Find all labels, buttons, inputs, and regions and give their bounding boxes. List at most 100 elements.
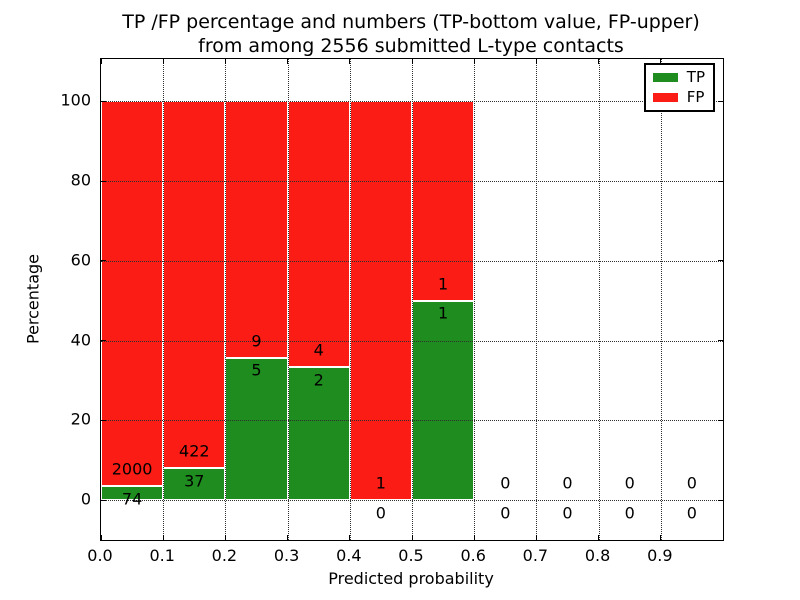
x-tick-top [162, 59, 164, 64]
x-tick-top [349, 59, 351, 64]
vertical-gridline [474, 59, 476, 540]
vertical-gridline [660, 59, 662, 540]
y-tick-right [718, 499, 723, 501]
fp-count-label: 0 [500, 473, 511, 493]
vertical-gridline [412, 59, 413, 540]
y-tick-label: 0 [80, 489, 91, 509]
x-tick-top [660, 59, 662, 64]
tp-bar-segment [101, 485, 164, 501]
tp-bar-segment [412, 300, 475, 501]
fp-count-label: 2000 [111, 459, 153, 479]
fp-bar-segment [163, 101, 226, 468]
tp-count-label: 37 [184, 471, 205, 491]
tp-count-label: 0 [500, 503, 511, 523]
x-tick-labels: 0.0 0.1 0.2 0.3 0.4 0.5 0.6 0.7 0.8 0.9 [87, 546, 722, 566]
x-tick-top [224, 59, 226, 64]
x-tick-bottom [100, 535, 102, 540]
y-tick-left [101, 180, 106, 182]
x-tick-label: 0.0 [87, 546, 113, 565]
y-tick-right [718, 260, 723, 262]
x-tick-label: 0.2 [211, 546, 238, 565]
tp-count-label: 0 [624, 503, 635, 523]
y-tick-label: 40 [70, 330, 91, 350]
y-tick-right [718, 180, 723, 182]
x-tick-label: 0.4 [336, 546, 362, 565]
x-tick-top [100, 59, 102, 64]
y-tick-right [718, 100, 723, 102]
tp-count-label: 1 [438, 303, 449, 323]
fp-legend-swatch [652, 93, 678, 102]
x-tick-bottom [349, 535, 351, 540]
y-tick-label: 80 [70, 170, 91, 190]
x-tick-bottom [162, 535, 164, 540]
legend: TP FP [643, 63, 715, 112]
bar-count-labels-layer: 2000 74 422 37 9 5 4 2 1 0 1 1 0 0 0 0 0 0 0 0 [101, 59, 723, 540]
x-tick-top [287, 59, 289, 64]
y-tick-left [101, 419, 106, 421]
x-tick-top [535, 59, 537, 64]
vertical-gridline [225, 59, 227, 540]
y-tick-label: 100 [60, 90, 91, 110]
gridlines-layer [101, 59, 723, 540]
x-tick-bottom [224, 535, 226, 540]
x-tick-label: 0.3 [273, 546, 300, 565]
vertical-gridline [536, 59, 538, 540]
tp-count-label: 74 [121, 489, 143, 509]
tp-legend-swatch [652, 73, 678, 82]
legend-label-fp: FP [686, 88, 705, 106]
vertical-gridline [287, 59, 289, 540]
fp-bar-segment [287, 101, 350, 368]
fp-count-label: 1 [438, 274, 449, 294]
fp-count-label: 0 [686, 473, 697, 493]
y-tick-label: 20 [70, 409, 91, 429]
y-axis-label: Percentage [23, 253, 43, 345]
y-tick-right [718, 340, 723, 342]
x-tick-label: 0.9 [647, 546, 673, 565]
y-tick-left [101, 260, 106, 262]
x-tick-label: 0.8 [584, 546, 611, 565]
y-tick-right [718, 419, 723, 421]
x-tick-label: 0.7 [522, 546, 549, 565]
x-axis-label: Predicted probability [328, 569, 494, 588]
x-tick-top [473, 59, 475, 64]
fp-bar-segment [101, 101, 164, 486]
chart-title-line1: TP /FP percentage and numbers (TP-bottom… [122, 11, 700, 33]
x-tick-label: 0.5 [398, 546, 424, 565]
vertical-gridline [349, 59, 351, 540]
y-tick-left [101, 100, 106, 102]
legend-label-tp: TP [686, 68, 705, 86]
fp-bar-segment [412, 101, 475, 301]
tp-bar-segment [163, 467, 226, 501]
fp-count-label: 0 [624, 473, 635, 493]
tp-count-label: 5 [251, 360, 262, 380]
y-tick-labels: 0 20 40 60 80 100 [0, 58, 91, 539]
x-tick-label: 0.6 [460, 546, 486, 565]
tp-count-label: 0 [375, 503, 386, 523]
tp-count-label: 0 [562, 503, 573, 523]
x-tick-top [411, 59, 413, 64]
x-tick-top [598, 59, 600, 64]
x-tick-label: 0.1 [149, 546, 175, 565]
fp-count-label: 0 [562, 473, 573, 493]
tp-count-label: 0 [686, 503, 697, 523]
plot-area: 2000 74 422 37 9 5 4 2 1 0 1 1 0 0 0 0 0 0 0 0 TP FP [100, 58, 724, 541]
fp-count-label: 422 [179, 441, 210, 461]
tp-count-label: 2 [313, 370, 324, 390]
fp-count-label: 4 [313, 340, 324, 360]
x-tick-bottom [535, 535, 537, 540]
x-tick-bottom [598, 535, 600, 540]
y-tick-left [101, 499, 106, 501]
fp-count-label: 9 [251, 331, 262, 351]
axis-ticks-layer [100, 59, 723, 540]
legend-entry-tp: TP [652, 68, 705, 86]
vertical-gridline [598, 59, 600, 540]
x-tick-bottom [411, 535, 413, 540]
chart-title: TP /FP percentage and numbers (TP-bottom… [100, 10, 722, 58]
y-tick-label: 60 [70, 250, 91, 270]
chart-title-line2: from among 2556 submitted L-type contact… [198, 35, 624, 57]
legend-entry-fp: FP [652, 88, 705, 106]
fp-count-label: 1 [375, 473, 386, 493]
x-tick-bottom [473, 535, 475, 540]
vertical-gridline [163, 59, 165, 540]
